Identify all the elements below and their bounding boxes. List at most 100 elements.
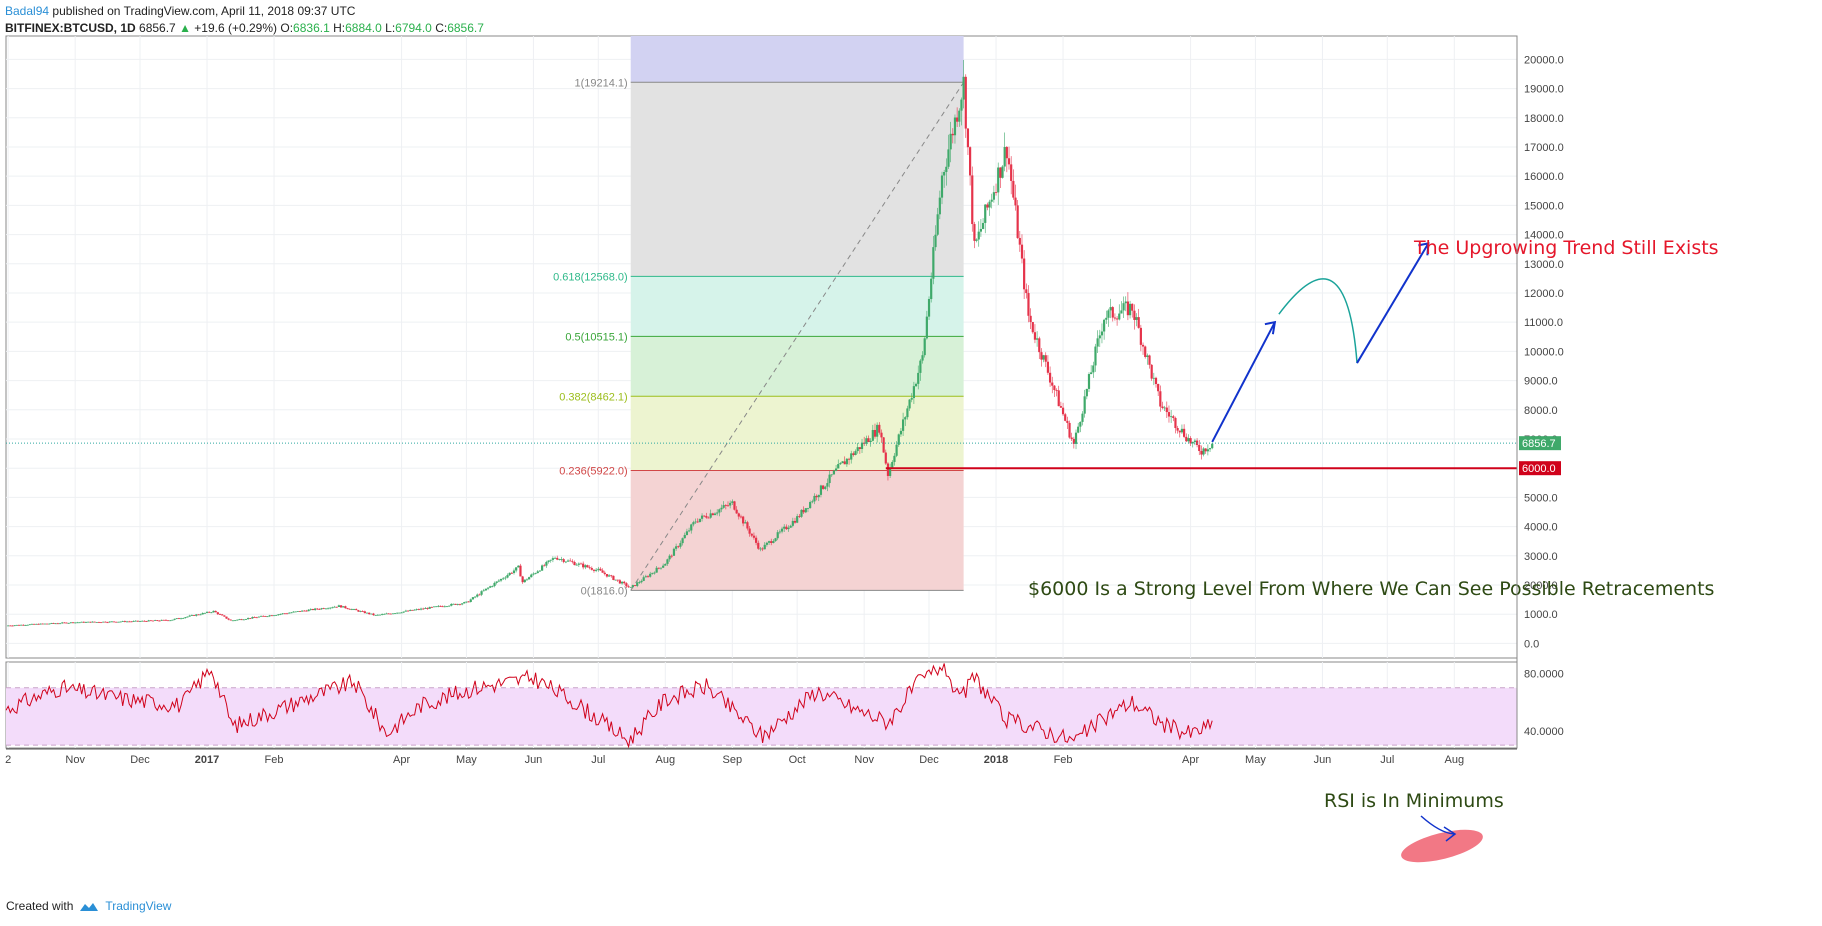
candle-body	[692, 522, 695, 525]
candle-body	[1090, 372, 1093, 375]
candle-body	[1048, 372, 1052, 383]
price-change: +19.6 (+0.29%)	[194, 21, 278, 35]
candle-body	[264, 615, 267, 617]
candle-body	[798, 516, 801, 517]
candle-body	[406, 610, 410, 612]
candle-body	[210, 612, 213, 614]
candle-body	[789, 525, 792, 528]
candle-body	[452, 603, 455, 605]
candle-body	[179, 618, 183, 620]
candle-body	[242, 619, 245, 621]
y-tick-label: 15000.0	[1524, 200, 1564, 212]
candle-body	[376, 614, 379, 616]
candle-body	[359, 611, 362, 612]
symbol-name[interactable]: BITFINEX:BTCUSD, 1D	[5, 21, 136, 35]
candle-body	[112, 621, 116, 623]
candle-body	[889, 467, 892, 476]
x-tick-label: Feb	[265, 754, 284, 766]
candle-body	[357, 610, 360, 612]
projection-arrow-up-2	[1356, 242, 1430, 364]
candle-body	[39, 623, 42, 625]
candle-body	[822, 485, 825, 489]
y-tick-label: 4000.0	[1524, 522, 1558, 534]
candle-body	[121, 621, 124, 622]
candle-body	[897, 434, 900, 445]
candle-body	[938, 197, 941, 215]
fib-zone	[630, 396, 964, 471]
candle-body	[184, 617, 187, 619]
created-with-text: Created with	[6, 899, 74, 913]
author-link[interactable]: Badal94	[5, 4, 50, 18]
candle-body	[824, 486, 827, 489]
candle-body	[945, 166, 948, 172]
candle-body	[951, 133, 954, 136]
candle-body	[138, 621, 142, 622]
candle-body	[809, 502, 812, 508]
x-tick-label: Sep	[723, 754, 743, 766]
candle-body	[37, 623, 40, 625]
candle-body	[208, 611, 211, 613]
candle-body	[603, 572, 606, 575]
candle-body	[1079, 421, 1082, 427]
candle-body	[223, 615, 226, 617]
candle-body	[590, 568, 593, 570]
candle-body	[119, 621, 122, 623]
candle-body	[1094, 346, 1097, 366]
candle-body	[497, 580, 500, 582]
tradingview-link[interactable]: TradingView	[105, 899, 172, 913]
candle-body	[644, 576, 647, 578]
candle-body	[620, 581, 624, 584]
candle-body	[1003, 147, 1006, 167]
candle-body	[50, 623, 53, 624]
y-tick-label: 17000.0	[1524, 142, 1564, 154]
candle-body	[742, 516, 745, 524]
candle-body	[1148, 355, 1151, 365]
candle-body	[638, 582, 641, 583]
candle-body	[618, 580, 622, 584]
candle-body	[677, 546, 680, 548]
candle-body	[54, 623, 57, 625]
x-tick-label: Apr	[393, 754, 410, 766]
candle-body	[1146, 355, 1149, 357]
candle-body	[1051, 382, 1054, 386]
candle-body	[281, 613, 284, 615]
candle-body	[748, 528, 751, 534]
arrowhead-icon	[1443, 826, 1457, 842]
candle-body	[543, 565, 546, 567]
candle-body	[413, 609, 416, 611]
candle-body	[994, 192, 998, 193]
candle-body	[817, 494, 820, 498]
candle-body	[296, 611, 299, 612]
candle-body	[837, 464, 840, 469]
candle-body	[793, 520, 797, 523]
annotation-level: $6000 Is a Strong Level From Where We Ca…	[1028, 578, 1714, 600]
candle-body	[1007, 158, 1011, 165]
x-tick-label: Dec	[130, 754, 150, 766]
candle-body	[393, 613, 397, 615]
candle-body	[936, 214, 939, 235]
y-tick-label: 2000.0	[1524, 580, 1558, 592]
candle-body	[934, 234, 937, 248]
candle-body	[545, 561, 548, 566]
candle-body	[400, 612, 403, 614]
fib-zone	[630, 336, 964, 397]
candle-body	[1029, 315, 1032, 323]
candle-body	[203, 612, 206, 614]
candle-body	[981, 222, 985, 229]
candle-body	[309, 609, 312, 610]
candle-body	[385, 613, 388, 615]
candle-body	[301, 610, 304, 612]
candle-body	[350, 609, 353, 611]
candle-body	[893, 455, 896, 462]
candle-body	[229, 619, 232, 621]
candle-body	[1027, 293, 1030, 316]
candle-body	[858, 447, 861, 450]
candle-body	[244, 619, 248, 620]
candle-body	[783, 526, 786, 529]
candle-body	[441, 606, 444, 608]
candle-body	[733, 501, 736, 510]
candle-body	[685, 531, 689, 536]
candle-body	[482, 590, 485, 592]
candle-body	[856, 447, 859, 452]
